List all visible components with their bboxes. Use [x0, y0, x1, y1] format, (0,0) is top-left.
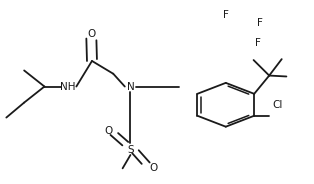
Text: F: F [257, 18, 263, 28]
Text: F: F [256, 38, 261, 48]
Text: S: S [127, 144, 134, 155]
Text: O: O [87, 29, 95, 40]
Text: F: F [223, 10, 229, 20]
Text: NH: NH [60, 82, 76, 91]
Text: O: O [105, 126, 113, 136]
Text: Cl: Cl [273, 100, 283, 110]
Text: N: N [127, 82, 134, 91]
Text: O: O [150, 163, 158, 173]
